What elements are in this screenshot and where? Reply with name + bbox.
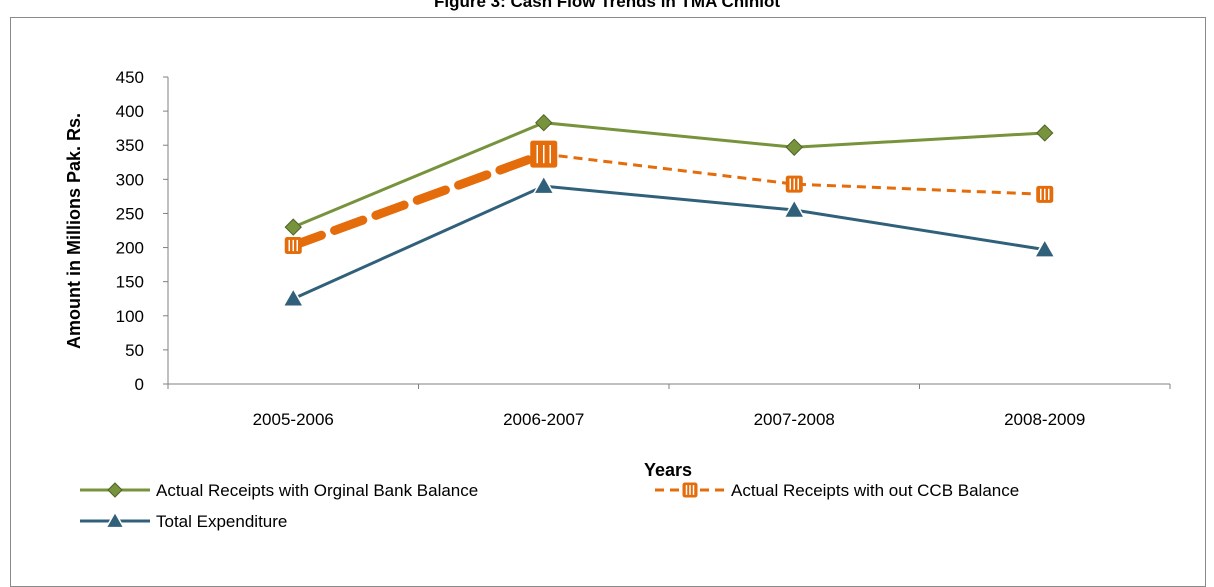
chart-frame	[10, 17, 1206, 587]
data-point	[284, 218, 302, 236]
data-point	[284, 237, 302, 255]
y-tick-label: 300	[116, 170, 144, 189]
series-line-segment	[288, 149, 549, 251]
x-tick-label: 2005-2006	[253, 410, 334, 429]
y-tick-label: 50	[125, 341, 144, 360]
data-point	[1036, 185, 1054, 203]
data-point	[782, 198, 806, 219]
y-tick-label: 250	[116, 204, 144, 223]
y-tick-label: 150	[116, 273, 144, 292]
series-line	[292, 184, 1045, 301]
legend-marker	[682, 482, 698, 498]
series-line	[292, 121, 1045, 229]
legend-item-1: Actual Receipts with Orginal Bank Balanc…	[80, 481, 478, 500]
legend-label: Actual Receipts with out CCB Balance	[731, 481, 1019, 500]
figure-title: Figure 3: Cash Flow Trends in TMA Chinio…	[434, 0, 780, 11]
data-point	[281, 287, 305, 307]
x-axis-title: Years	[644, 460, 692, 480]
y-tick-label: 100	[116, 307, 144, 326]
data-point	[530, 140, 558, 168]
series-3	[281, 174, 1057, 307]
y-axis-title: Amount in Millions Pak. Rs.	[64, 113, 84, 349]
data-point	[535, 114, 553, 132]
x-tick-label: 2008-2009	[1004, 410, 1085, 429]
series-layer	[281, 114, 1057, 307]
legend-label: Total Expenditure	[156, 512, 287, 531]
y-tick-label: 450	[116, 68, 144, 87]
legend-marker	[104, 510, 126, 529]
y-tick-label: 0	[135, 375, 144, 394]
data-point	[785, 175, 803, 193]
chart-axes: 0 50 100 150 200 250 300 350 400 450 2005-2006 2006…	[116, 68, 1171, 429]
y-tick-label: 350	[116, 136, 144, 155]
data-point	[532, 174, 556, 195]
data-point	[785, 138, 803, 156]
data-point	[1033, 238, 1057, 258]
x-tick-label: 2006-2007	[503, 410, 584, 429]
legend-marker	[107, 482, 123, 498]
legend-item-2: Actual Receipts with out CCB Balance	[655, 481, 1019, 500]
chart-legend: Actual Receipts with Orginal Bank Balanc…	[80, 481, 1019, 531]
data-point	[1036, 124, 1054, 142]
legend-item-3: Total Expenditure	[80, 510, 287, 531]
legend-label: Actual Receipts with Orginal Bank Balanc…	[156, 481, 478, 500]
series-2	[284, 140, 1054, 255]
series-1	[284, 114, 1054, 236]
y-tick-label: 400	[116, 102, 144, 121]
x-tick-label: 2007-2008	[754, 410, 835, 429]
y-tick-label: 200	[116, 239, 144, 258]
